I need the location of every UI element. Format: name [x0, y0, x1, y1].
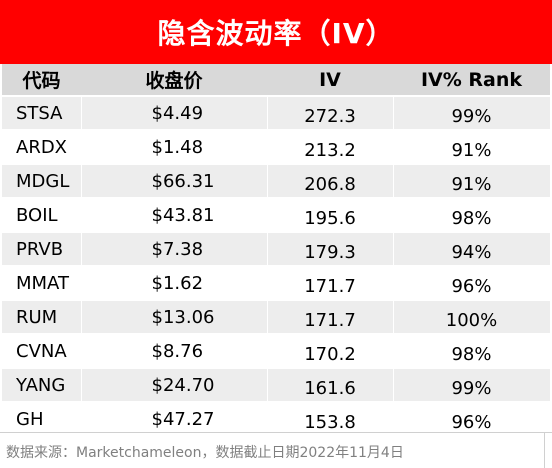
cell-ticker: YANG [2, 368, 82, 403]
table-row: BOIL $43.81 195.6 98% [2, 198, 551, 233]
cell-rank: 99% [393, 96, 551, 131]
cell-iv: 170.2 [267, 334, 394, 369]
header-iv: IV [267, 64, 393, 97]
cell-ticker: MMAT [2, 266, 82, 301]
cell-rank: 99% [393, 368, 551, 403]
table-row: MMAT $1.62 171.7 96% [2, 266, 551, 301]
cell-iv: 153.8 [267, 402, 394, 437]
cell-price: $1.62 [81, 266, 268, 301]
cell-price: $13.06 [81, 300, 268, 335]
cell-ticker: ARDX [2, 130, 82, 165]
cell-iv: 161.6 [267, 368, 394, 403]
table-row: STSA $4.49 272.3 99% [2, 96, 551, 131]
cell-iv: 206.8 [267, 164, 394, 199]
cell-iv: 195.6 [267, 198, 394, 233]
cell-iv: 213.2 [267, 130, 394, 165]
table-row: RUM $13.06 171.7 100% [2, 300, 551, 335]
cell-price: $47.27 [81, 402, 268, 437]
table-row: PRVB $7.38 179.3 94% [2, 232, 551, 267]
cell-rank: 94% [393, 232, 551, 267]
cell-ticker: MDGL [2, 164, 82, 199]
header-rank: IV% Rank [393, 64, 550, 97]
cell-rank: 91% [393, 130, 551, 165]
cell-rank: 91% [393, 164, 551, 199]
cell-rank: 98% [393, 334, 551, 369]
cell-price: $66.31 [81, 164, 268, 199]
cell-ticker: GH [2, 402, 82, 437]
cell-price: $24.70 [81, 368, 268, 403]
cell-rank: 98% [393, 198, 551, 233]
table-row: CVNA $8.76 170.2 98% [2, 334, 551, 369]
title-banner: 隐含波动率（IV） [0, 0, 552, 64]
sheet-gridline [0, 432, 552, 433]
header-row: 代码 收盘价 IV IV% Rank [2, 64, 550, 97]
cell-ticker: STSA [2, 96, 82, 131]
table-row: YANG $24.70 161.6 99% [2, 368, 551, 403]
table-row: ARDX $1.48 213.2 91% [2, 130, 551, 165]
table-row: MDGL $66.31 206.8 91% [2, 164, 551, 199]
cell-price: $1.48 [81, 130, 268, 165]
iv-table: 代码 收盘价 IV IV% Rank STSA $4.49 272.3 99% … [2, 64, 551, 437]
cell-price: $43.81 [81, 198, 268, 233]
cell-iv: 272.3 [267, 96, 394, 131]
cell-iv: 171.7 [267, 266, 394, 301]
cell-ticker: BOIL [2, 198, 82, 233]
source-note: 数据来源：Marketchameleon，数据截止日期2022年11月4日 [6, 445, 404, 461]
table-title: 隐含波动率（IV） [157, 17, 395, 50]
cell-price: $8.76 [81, 334, 268, 369]
cell-price: $7.38 [81, 232, 268, 267]
cell-iv: 179.3 [267, 232, 394, 267]
cell-ticker: RUM [2, 300, 82, 335]
header-ticker: 代码 [2, 64, 81, 97]
cell-iv: 171.7 [267, 300, 394, 335]
sheet-column-edge [544, 432, 545, 468]
cell-rank: 96% [393, 402, 551, 437]
table-row: GH $47.27 153.8 96% [2, 402, 551, 437]
cell-rank: 100% [393, 300, 551, 335]
cell-ticker: CVNA [2, 334, 82, 369]
cell-rank: 96% [393, 266, 551, 301]
cell-ticker: PRVB [2, 232, 82, 267]
header-price: 收盘价 [81, 64, 267, 97]
cell-price: $4.49 [81, 96, 268, 131]
